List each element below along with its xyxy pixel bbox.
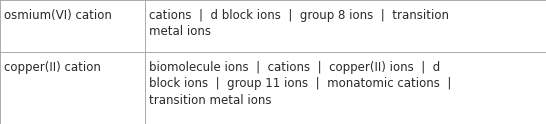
Text: cations  |  d block ions  |  group 8 ions  |  transition
metal ions: cations | d block ions | group 8 ions | … <box>149 9 449 38</box>
Text: copper(II) cation: copper(II) cation <box>4 61 101 74</box>
Text: osmium(VI) cation: osmium(VI) cation <box>4 9 112 22</box>
Text: biomolecule ions  |  cations  |  copper(II) ions  |  d
block ions  |  group 11 i: biomolecule ions | cations | copper(II) … <box>149 61 452 107</box>
